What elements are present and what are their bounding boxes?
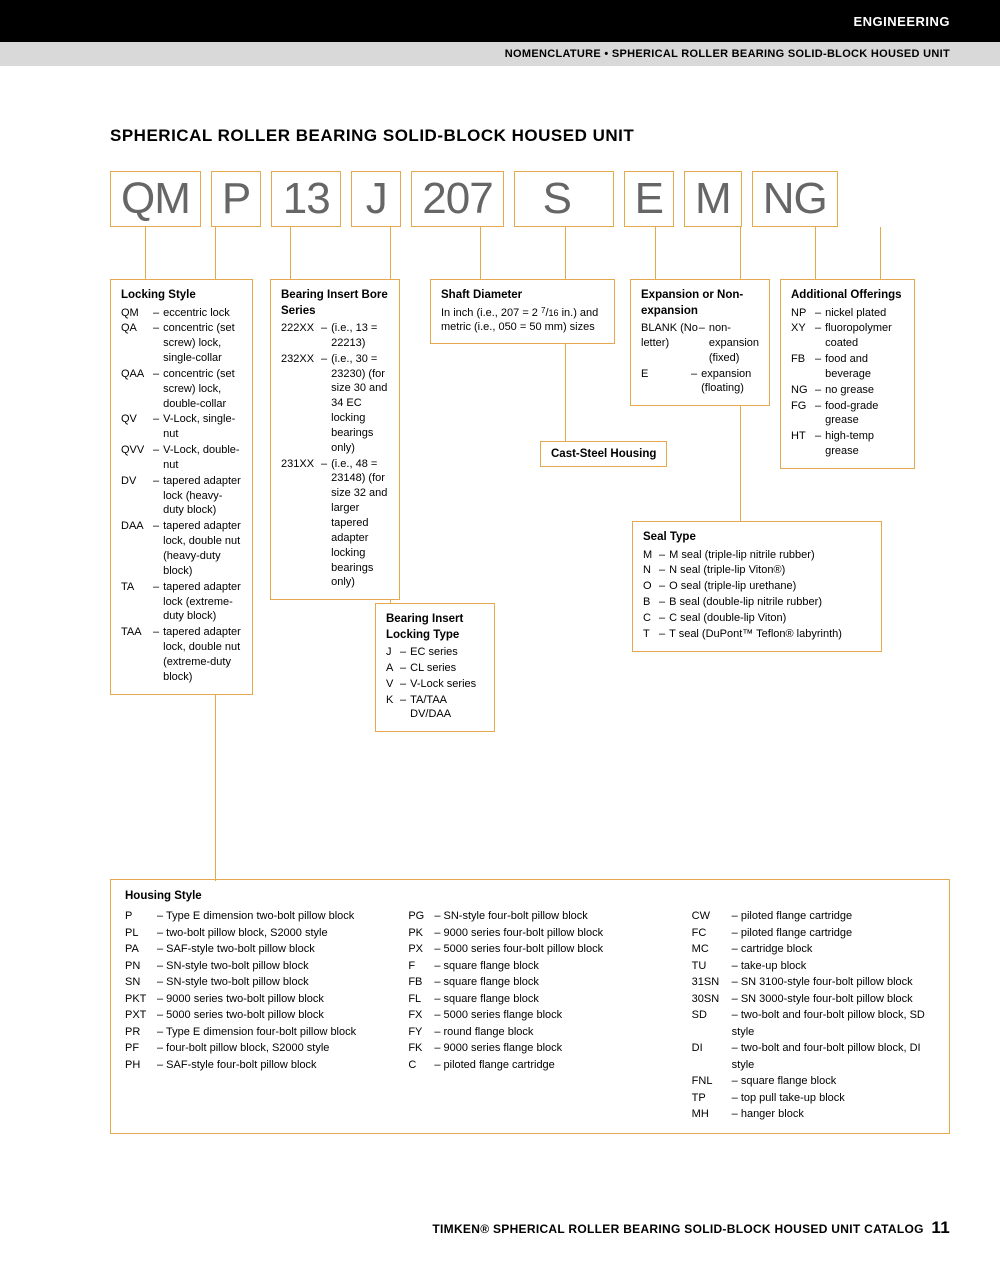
bore-series-title: Bearing Insert Bore Series: [281, 288, 389, 319]
definition-row: QV–V-Lock, single-nut: [121, 412, 242, 442]
housing-row: DI– two-bolt and four-bolt pillow block,…: [692, 1040, 935, 1073]
housing-row: TU– take-up block: [692, 958, 935, 975]
housing-row: PG– SN-style four-bolt pillow block: [408, 908, 651, 925]
definition-row: V–V-Lock series: [386, 677, 484, 692]
housing-row: SN– SN-style two-bolt pillow block: [125, 974, 368, 991]
definition-row: M–M seal (triple-lip nitrile rubber): [643, 548, 871, 563]
definition-row: C–C seal (double-lip Viton): [643, 611, 871, 626]
code-j: J: [351, 171, 401, 227]
additional-box: Additional Offerings NP–nickel platedXY–…: [780, 279, 915, 469]
header-subtitle: NOMENCLATURE • SPHERICAL ROLLER BEARING …: [505, 48, 950, 60]
shaft-diameter-box: Shaft Diameter In inch (i.e., 207 = 2 7/…: [430, 279, 615, 344]
code-p: P: [211, 171, 261, 227]
definition-row: B–B seal (double-lip nitrile rubber): [643, 595, 871, 610]
code-e: E: [624, 171, 674, 227]
definition-row: FB–food and beverage: [791, 352, 904, 382]
definition-row: XY–fluoropolymer coated: [791, 321, 904, 351]
code-m: M: [684, 171, 742, 227]
housing-row: C– piloted flange cartridge: [408, 1057, 651, 1074]
definition-row: QVV–V-Lock, double-nut: [121, 443, 242, 473]
housing-row: PXT– 5000 series two-bolt pillow block: [125, 1007, 368, 1024]
code-207: 207: [411, 171, 503, 227]
bore-series-box: Bearing Insert Bore Series 222XX–(i.e., …: [270, 279, 400, 600]
page-title: SPHERICAL ROLLER BEARING SOLID-BLOCK HOU…: [110, 126, 950, 146]
locking-style-title: Locking Style: [121, 288, 242, 304]
locking-type-title: Bearing Insert Locking Type: [386, 612, 484, 643]
definition-row: 231XX–(i.e., 48 = 23148) (for size 32 an…: [281, 457, 389, 591]
code-qm: QM: [110, 171, 201, 227]
definition-row: O–O seal (triple-lip urethane): [643, 579, 871, 594]
housing-row: PH– SAF-style four-bolt pillow block: [125, 1057, 368, 1074]
code-ng: NG: [752, 171, 838, 227]
housing-row: PA– SAF-style two-bolt pillow block: [125, 941, 368, 958]
housing-row: PL– two-bolt pillow block, S2000 style: [125, 925, 368, 942]
cast-steel-box: Cast-Steel Housing: [540, 441, 667, 467]
housing-row: FY– round flange block: [408, 1024, 651, 1041]
shaft-title: Shaft Diameter: [441, 288, 604, 304]
definition-row: QM–eccentric lock: [121, 306, 242, 321]
housing-row: PN– SN-style two-bolt pillow block: [125, 958, 368, 975]
housing-row: PKT– 9000 series two-bolt pillow block: [125, 991, 368, 1008]
housing-row: PK– 9000 series four-bolt pillow block: [408, 925, 651, 942]
header-gray: NOMENCLATURE • SPHERICAL ROLLER BEARING …: [0, 42, 1000, 66]
shaft-text: In inch (i.e., 207 = 2 7/16 in.) and met…: [441, 306, 604, 336]
definition-row: A–CL series: [386, 661, 484, 676]
locking-type-box: Bearing Insert Locking Type J–EC seriesA…: [375, 603, 495, 732]
housing-row: CW– piloted flange cartridge: [692, 908, 935, 925]
housing-row: PX– 5000 series four-bolt pillow block: [408, 941, 651, 958]
definition-row: 232XX–(i.e., 30 = 23230) (for size 30 an…: [281, 352, 389, 456]
housing-row: SD– two-bolt and four-bolt pillow block,…: [692, 1007, 935, 1040]
housing-row: FB– square flange block: [408, 974, 651, 991]
definition-row: T–T seal (DuPont™ Teflon® labyrinth): [643, 627, 871, 642]
additional-title: Additional Offerings: [791, 288, 904, 304]
housing-row: PR– Type E dimension four-bolt pillow bl…: [125, 1024, 368, 1041]
definition-row: HT–high-temp grease: [791, 429, 904, 459]
definition-row: J–EC series: [386, 645, 484, 660]
definition-row: K–TA/TAA DV/DAA: [386, 693, 484, 723]
code-s: S: [514, 171, 614, 227]
definition-row: QAA–concentric (set screw) lock, double-…: [121, 367, 242, 412]
housing-row: 31SN– SN 3100-style four-bolt pillow blo…: [692, 974, 935, 991]
housing-row: FK– 9000 series flange block: [408, 1040, 651, 1057]
housing-row: P– Type E dimension two-bolt pillow bloc…: [125, 908, 368, 925]
definition-row: QA–concentric (set screw) lock, single-c…: [121, 321, 242, 366]
housing-row: 30SN– SN 3000-style four-bolt pillow blo…: [692, 991, 935, 1008]
housing-row: TP– top pull take-up block: [692, 1090, 935, 1107]
definition-row: 222XX–(i.e., 13 = 22213): [281, 321, 389, 351]
housing-row: FNL– square flange block: [692, 1073, 935, 1090]
definition-row: NG–no grease: [791, 383, 904, 398]
locking-style-box: Locking Style QM–eccentric lockQA–concen…: [110, 279, 253, 695]
definition-row: NP–nickel plated: [791, 306, 904, 321]
expansion-title: Expansion or Non-expansion: [641, 288, 759, 319]
definition-row: DAA–tapered adapter lock, double nut (he…: [121, 519, 242, 578]
definition-row: TAA–tapered adapter lock, double nut (ex…: [121, 625, 242, 684]
definition-row: TA–tapered adapter lock (extreme-duty bl…: [121, 580, 242, 625]
housing-row: PF– four-bolt pillow block, S2000 style: [125, 1040, 368, 1057]
housing-row: MH– hanger block: [692, 1106, 935, 1123]
code-13: 13: [271, 171, 341, 227]
housing-title: Housing Style: [125, 890, 935, 902]
seal-title: Seal Type: [643, 530, 871, 546]
housing-row: FX– 5000 series flange block: [408, 1007, 651, 1024]
expansion-box: Expansion or Non-expansion BLANK (No let…: [630, 279, 770, 406]
housing-row: FC– piloted flange cartridge: [692, 925, 935, 942]
nomenclature-code: QM P 13 J 207 S E M NG: [110, 171, 950, 227]
seal-type-box: Seal Type M–M seal (triple-lip nitrile r…: [632, 521, 882, 652]
housing-row: F– square flange block: [408, 958, 651, 975]
definition-row: DV–tapered adapter lock (heavy-duty bloc…: [121, 474, 242, 519]
housing-box: Housing Style P– Type E dimension two-bo…: [110, 869, 950, 1134]
footer: TIMKEN® SPHERICAL ROLLER BEARING SOLID-B…: [432, 1218, 950, 1238]
definition-row: N–N seal (triple-lip Viton®): [643, 563, 871, 578]
header-black: ENGINEERING: [0, 0, 1000, 42]
housing-row: FL– square flange block: [408, 991, 651, 1008]
header-engineering: ENGINEERING: [853, 14, 950, 29]
definition-row: FG–food-grade grease: [791, 399, 904, 429]
housing-row: MC– cartridge block: [692, 941, 935, 958]
